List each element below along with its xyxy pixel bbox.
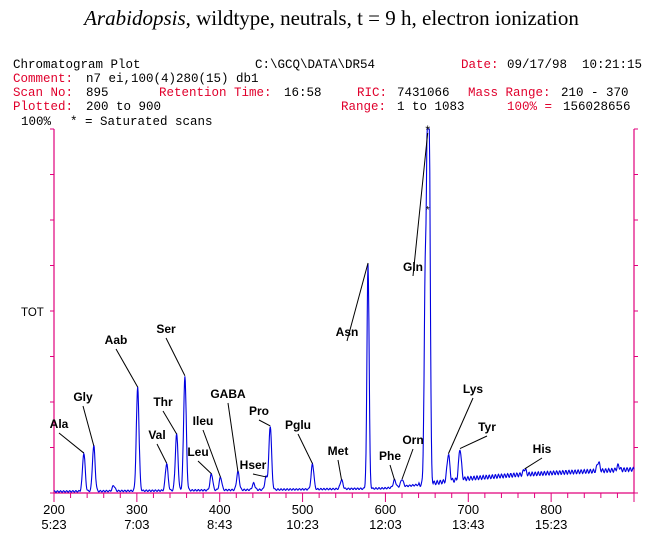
title-species: Arabidopsis [84,6,186,30]
peak-leader-hser [252,473,267,478]
x-tick-label-scan: 500 [292,502,314,517]
percent-label: 100% [21,115,52,129]
file-path: C:\GCQ\DATA\DR54 [255,58,376,72]
saturated-marker: * [426,205,430,216]
x-tick-label-scan: 300 [126,502,148,517]
date-value: 09/17/98 10:21:15 [507,58,643,72]
comment-value: n7 ei,100(4)280(15) db1 [86,72,259,86]
peak-label-ser: Ser [156,322,176,336]
x-tick-label-time: 13:43 [452,517,485,532]
peak-leader-ileu [202,429,222,478]
peak-label-aab: Aab [105,333,128,347]
peak-leader-pglu [297,433,313,464]
x-tick-label-scan: 400 [209,502,231,517]
peak-label-ileu: Ileu [193,414,214,428]
range-label: Range: [341,100,387,114]
x-tick-label-time: 15:23 [535,517,568,532]
peak-leader-phe [389,464,396,481]
scan-no-value: 895 [86,86,109,100]
peak-label-tyr: Tyr [478,420,496,434]
x-tick-label-time: 12:03 [369,517,402,532]
x-tick-label-time: 5:23 [41,517,66,532]
peak-label-thr: Thr [153,395,173,409]
peak-label-gly: Gly [73,390,93,404]
peak-leader-aab [115,348,139,388]
peak-label-asn: Asn [336,325,359,339]
y-axis-label: TOT [21,307,44,319]
peak-label-leu: Leu [187,445,208,459]
ric-value: 7431066 [397,86,450,100]
peak-leader-gly [82,405,95,446]
plotted-value: 200 to 900 [86,100,162,114]
peak-label-pglu: Pglu [285,418,311,432]
peak-label-hser: Hser [240,458,267,472]
date-label: Date: [461,58,499,72]
peak-leader-ser [165,337,186,376]
peak-label-pro: Pro [249,404,269,418]
scan-no-label: Scan No: [13,86,74,100]
saturated-note: * = Saturated scans [70,115,213,129]
peak-label-orn: Orn [402,433,423,447]
x-tick-label-scan: 800 [540,502,562,517]
comment-label: Comment: [13,72,74,86]
retention-time-label: Retention Time: [159,86,272,100]
peak-label-gaba: GABA [210,387,246,401]
title-rest: , wildtype, neutrals, t = 9 h, electron … [185,6,579,30]
peak-label-val: Val [148,428,165,442]
chromatogram-trace [53,128,635,493]
peak-leader-leu [197,460,212,475]
peak-label-gln: Gln [403,260,423,274]
full-scale-label: 100% = [507,100,553,114]
peak-leader-tyr [459,435,488,450]
range-value: 1 to 1083 [397,100,465,114]
peak-leader-pro [258,419,271,427]
peak-leader-asn [346,262,369,342]
x-tick-label-scan: 700 [457,502,479,517]
peak-label-met: Met [328,444,349,458]
x-tick-label-time: 7:03 [124,517,149,532]
peak-label-ala: Ala [50,417,69,431]
plotted-label: Plotted: [13,100,74,114]
peak-label-phe: Phe [379,449,401,463]
x-tick-label-time: 8:43 [207,517,232,532]
peak-leader-his [524,457,543,470]
peak-leader-gaba [227,402,239,472]
x-tick-label-time: 10:23 [286,517,319,532]
peak-leader-met [337,459,343,480]
chart-title: Arabidopsis, wildtype, neutrals, t = 9 h… [0,6,663,31]
retention-time-value: 16:58 [284,86,322,100]
peak-leader-gln [412,132,429,277]
peak-leader-thr [162,410,178,435]
peak-leader-ala [58,432,85,454]
peak-label-lys: Lys [463,382,484,396]
mass-range-value: 210 - 370 [561,86,629,100]
peak-leader-val [156,443,168,464]
peak-leader-orn [401,448,414,480]
mass-range-label: Mass Range: [468,86,551,100]
ric-label: RIC: [357,86,388,100]
plot-name: Chromatogram Plot [13,58,141,72]
saturated-marker: * [425,123,430,137]
full-scale-value: 156028656 [563,100,631,114]
peak-leader-lys [447,397,474,454]
peak-label-his: His [533,442,552,456]
x-tick-label-scan: 600 [375,502,397,517]
x-tick-label-scan: 200 [43,502,65,517]
